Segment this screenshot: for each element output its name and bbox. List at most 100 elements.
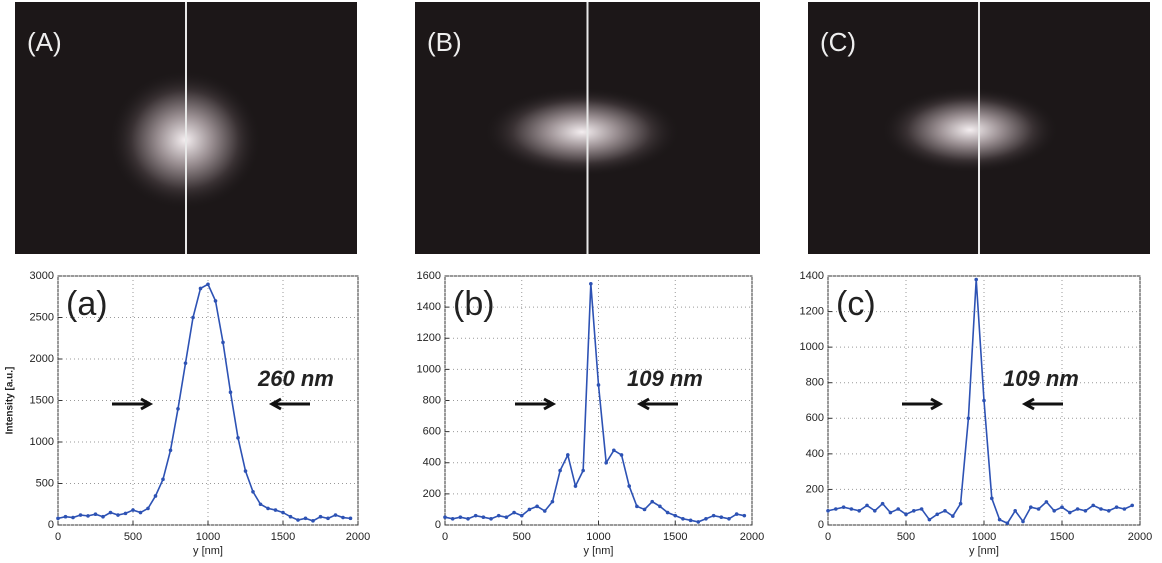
data-point	[826, 508, 830, 513]
data-point	[849, 507, 854, 511]
data-point	[935, 512, 939, 517]
data-point	[665, 510, 670, 515]
y-tick-label: 200	[806, 483, 824, 495]
data-point	[266, 506, 270, 511]
x-axis-label: y [nm]	[193, 545, 223, 557]
image-spot	[880, 86, 1060, 174]
data-point	[146, 506, 150, 511]
data-point	[966, 416, 971, 421]
data-point	[711, 513, 716, 518]
x-tick-label: 1000	[586, 531, 610, 543]
data-point	[912, 508, 916, 513]
data-point	[1075, 507, 1080, 511]
data-point	[1068, 510, 1072, 515]
data-point	[303, 516, 308, 521]
arrow	[515, 397, 557, 411]
data-point	[974, 277, 978, 282]
data-point	[443, 515, 447, 520]
x-tick-label: 500	[513, 531, 531, 543]
data-point	[123, 511, 128, 516]
data-point	[108, 510, 113, 515]
data-point	[558, 468, 562, 473]
y-tick-label: 600	[423, 426, 441, 438]
data-point	[727, 516, 731, 521]
data-point	[183, 361, 188, 365]
data-point	[213, 299, 218, 303]
data-point	[566, 453, 570, 457]
data-point	[896, 507, 900, 511]
data-point	[604, 460, 608, 465]
x-tick-label: 1500	[663, 531, 687, 543]
y-tick-label: 2000	[30, 353, 54, 365]
data-point	[161, 477, 165, 482]
y-tick-label: 1000	[417, 363, 441, 375]
data-point	[834, 507, 838, 511]
data-line	[444, 283, 745, 523]
data-point	[481, 515, 486, 520]
x-tick-label: 2000	[1128, 531, 1152, 543]
data-point	[619, 453, 624, 457]
x-tick-label: 0	[442, 531, 448, 543]
data-point	[258, 502, 263, 507]
data-point	[221, 340, 225, 345]
data-point	[1052, 508, 1056, 513]
y-tick-label: 600	[806, 412, 824, 424]
data-point	[857, 508, 861, 513]
x-tick-label: 500	[124, 531, 142, 543]
data-point	[63, 514, 68, 519]
panel-label: (c)	[836, 285, 876, 323]
data-point	[951, 514, 955, 518]
data-point	[176, 407, 180, 411]
data-point	[527, 507, 532, 512]
data-point	[318, 514, 323, 519]
data-point	[243, 469, 248, 473]
data-point	[1021, 519, 1025, 524]
y-tick-label: 400	[423, 457, 441, 469]
x-tick-label: 1000	[972, 531, 996, 543]
data-point	[56, 516, 60, 521]
y-tick-label: 1200	[800, 305, 824, 317]
x-tick-label: 2000	[740, 531, 764, 543]
y-tick-label: 0	[435, 519, 441, 531]
data-line	[57, 283, 351, 522]
arrow	[112, 397, 154, 411]
data-point	[696, 520, 701, 524]
data-point	[1060, 505, 1064, 510]
data-point	[138, 510, 143, 515]
data-point	[990, 496, 994, 501]
data-point	[888, 510, 893, 515]
y-tick-label: 1500	[30, 394, 54, 406]
data-point	[612, 448, 616, 453]
data-point	[880, 501, 885, 506]
data-line	[827, 279, 1133, 525]
y-tick-label: 1000	[30, 436, 54, 448]
data-point	[927, 517, 932, 522]
data-point	[450, 516, 455, 521]
data-point	[1107, 508, 1111, 513]
data-point	[1044, 500, 1049, 504]
data-point	[742, 513, 747, 518]
data-point	[466, 516, 470, 521]
x-tick-label: 2000	[346, 531, 370, 543]
data-point	[1036, 507, 1041, 511]
data-point	[296, 518, 300, 522]
data-point	[1091, 503, 1095, 508]
data-point	[512, 510, 516, 515]
panel-label: (a)	[66, 285, 108, 323]
arrow	[268, 397, 310, 411]
annotation: 260 nm	[257, 366, 334, 391]
y-tick-label: 3000	[30, 270, 54, 282]
data-point	[273, 508, 278, 512]
data-point	[496, 513, 501, 518]
data-point	[489, 516, 493, 521]
y-tick-label: 1000	[800, 341, 824, 353]
y-tick-label: 400	[806, 448, 824, 460]
data-point	[236, 436, 240, 440]
y-tick-label: 200	[423, 488, 441, 500]
arrow	[636, 397, 678, 411]
data-point	[542, 509, 547, 513]
data-point	[131, 508, 135, 512]
data-point	[734, 512, 739, 516]
data-point	[1114, 505, 1119, 510]
